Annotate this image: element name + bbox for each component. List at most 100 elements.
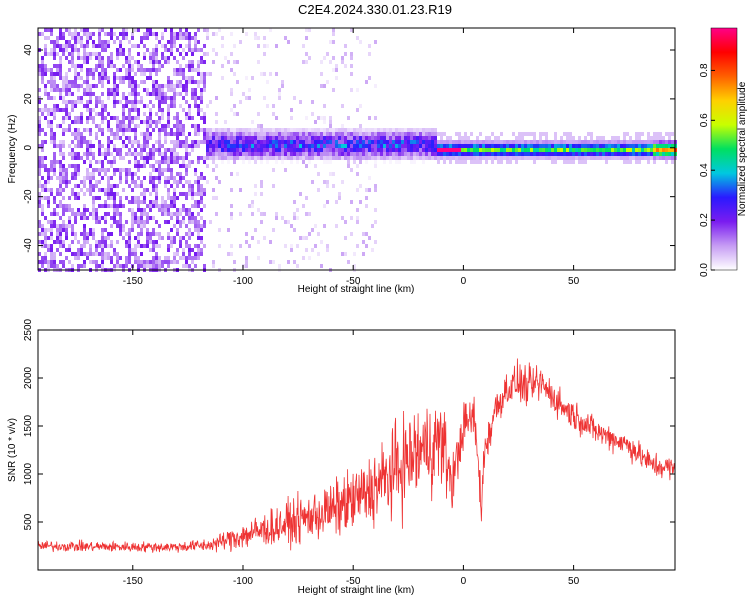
heatmap-cell [350, 156, 353, 160]
heatmap-cell [584, 140, 587, 144]
heatmap-cell [233, 144, 236, 148]
heatmap-cell [218, 140, 221, 144]
heatmap-cell [68, 180, 71, 184]
heatmap-cell [95, 68, 98, 72]
heatmap-cell [518, 156, 521, 160]
heatmap-cell [140, 100, 143, 104]
heatmap-cell [533, 152, 536, 156]
heatmap-cell [164, 132, 167, 136]
heatmap-cell [416, 156, 419, 160]
heatmap-cell [221, 144, 224, 148]
heatmap-cell [275, 212, 278, 216]
heatmap-cell [161, 160, 164, 164]
heatmap-cell [101, 252, 104, 256]
heatmap-cell [305, 52, 308, 56]
heatmap-cell [278, 264, 281, 268]
heatmap-cell [464, 160, 467, 164]
heatmap-cell [119, 100, 122, 104]
heatmap-cell [170, 196, 173, 200]
heatmap-cell [200, 200, 203, 204]
heatmap-cell [116, 128, 119, 132]
heatmap-cell [101, 100, 104, 104]
heatmap-cell [518, 152, 521, 156]
heatmap-cell [122, 32, 125, 36]
heatmap-cell [218, 228, 221, 232]
heatmap-cell [593, 144, 596, 148]
heatmap-cell [347, 164, 350, 168]
heatmap-cell [431, 136, 434, 140]
heatmap-cell [215, 176, 218, 180]
heatmap-cell [188, 252, 191, 256]
heatmap-cell [83, 224, 86, 228]
heatmap-cell [77, 84, 80, 88]
heatmap-cell [53, 196, 56, 200]
heatmap-cell [158, 244, 161, 248]
heatmap-cell [89, 248, 92, 252]
heatmap-cell [122, 124, 125, 128]
heatmap-cell [62, 212, 65, 216]
heatmap-cell [83, 184, 86, 188]
heatmap-cell [71, 208, 74, 212]
heatmap-cell [113, 64, 116, 68]
heatmap-cell [320, 152, 323, 156]
heatmap-cell [65, 236, 68, 240]
heatmap-cell [173, 152, 176, 156]
heatmap-cell [350, 52, 353, 56]
heatmap-cell [104, 44, 107, 48]
heatmap-cell [128, 184, 131, 188]
heatmap-cell [377, 132, 380, 136]
heatmap-cell [194, 192, 197, 196]
heatmap-cell [191, 52, 194, 56]
heatmap-cell [416, 140, 419, 144]
heatmap-cell [611, 140, 614, 144]
heatmap-cell [173, 56, 176, 60]
heatmap-cell [89, 172, 92, 176]
heatmap-cell [182, 56, 185, 60]
heatmap-cell [230, 108, 233, 112]
heatmap-cell [146, 120, 149, 124]
heatmap-cell [179, 84, 182, 88]
heatmap-cell [41, 264, 44, 268]
heatmap-cell [335, 144, 338, 148]
heatmap-cell [182, 88, 185, 92]
heatmap-cell [59, 76, 62, 80]
heatmap-cell [44, 256, 47, 260]
heatmap-cell [194, 44, 197, 48]
heatmap-cell [89, 152, 92, 156]
heatmap-cell [101, 128, 104, 132]
heatmap-cell [446, 140, 449, 144]
heatmap-cell [113, 76, 116, 80]
heatmap-cell [155, 148, 158, 152]
heatmap-cell [113, 84, 116, 88]
heatmap-cell [44, 168, 47, 172]
heatmap-cell [299, 144, 302, 148]
heatmap-cell [98, 56, 101, 60]
heatmap-cell [281, 84, 284, 88]
heatmap-cell [80, 56, 83, 60]
heatmap-cell [137, 168, 140, 172]
heatmap-cell [152, 248, 155, 252]
heatmap-cell [86, 116, 89, 120]
heatmap-cell [194, 124, 197, 128]
heatmap-cell [71, 148, 74, 152]
heatmap-cell [437, 148, 440, 152]
heatmap-cell [659, 144, 662, 148]
heatmap-cell [350, 136, 353, 140]
heatmap-cell [176, 216, 179, 220]
heatmap-cell [209, 140, 212, 144]
heatmap-cell [389, 160, 392, 164]
heatmap-cell [467, 152, 470, 156]
heatmap-cell [386, 156, 389, 160]
heatmap-cell [41, 228, 44, 232]
heatmap-cell [311, 156, 314, 160]
heatmap-cell [83, 252, 86, 256]
heatmap-cell [68, 112, 71, 116]
heatmap-cell [59, 240, 62, 244]
heatmap-cell [245, 144, 248, 148]
heatmap-cell [110, 140, 113, 144]
heatmap-cell [50, 220, 53, 224]
heatmap-cell [98, 144, 101, 148]
heatmap-cell [374, 160, 377, 164]
heatmap-cell [344, 144, 347, 148]
heatmap-cell [167, 168, 170, 172]
